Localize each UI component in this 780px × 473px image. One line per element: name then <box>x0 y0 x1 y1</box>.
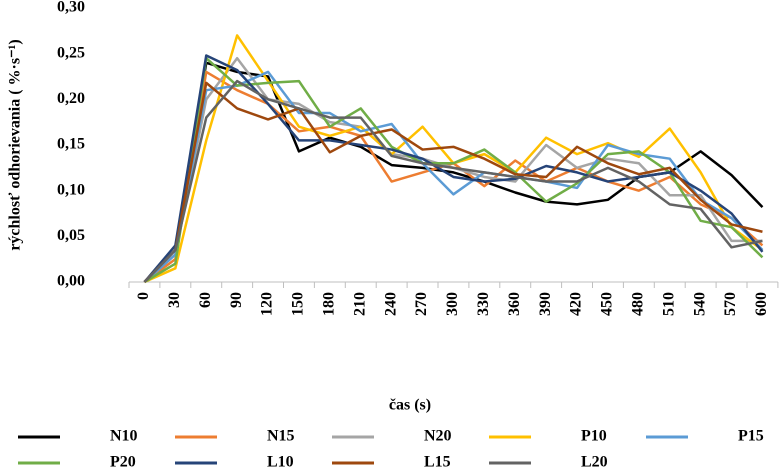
x-tick-label: 390 <box>537 292 554 316</box>
x-tick-label: 240 <box>382 292 399 316</box>
legend-label: P10 <box>581 428 607 445</box>
y-tick-label: 0,15 <box>57 136 85 153</box>
legend-label: N20 <box>424 428 452 445</box>
x-tick-label: 480 <box>630 292 647 316</box>
y-tick-label: 0,20 <box>57 90 85 107</box>
x-tick-label: 90 <box>228 292 245 308</box>
x-tick-label: 0 <box>135 292 152 300</box>
legend-label: N10 <box>110 428 138 445</box>
x-tick-label: 300 <box>444 292 461 316</box>
x-tick-label: 60 <box>197 292 214 308</box>
x-tick-label: 600 <box>753 292 770 316</box>
x-tick-label: 360 <box>506 292 523 316</box>
legend-label: L20 <box>581 454 608 471</box>
x-tick-label: 150 <box>290 292 307 316</box>
data-line <box>143 54 764 283</box>
data-line <box>143 56 763 283</box>
y-tick-label: 0,00 <box>57 273 85 290</box>
x-tick-label: 570 <box>722 292 739 316</box>
data-line <box>143 56 764 284</box>
y-tick-label: 0,10 <box>57 181 85 198</box>
data-line <box>143 81 763 283</box>
x-tick-label: 180 <box>321 292 338 316</box>
x-tick-label: 510 <box>660 292 677 316</box>
legend-label: P20 <box>110 454 136 471</box>
x-axis-label: čas (s) <box>389 397 431 414</box>
data-line <box>143 79 763 283</box>
y-axis-label: rýchlosť odhorievania ( %·s⁻¹) <box>7 39 24 250</box>
x-tick-label: 450 <box>599 292 616 316</box>
x-tick-label: 420 <box>568 292 585 316</box>
x-tick-label: 120 <box>259 292 276 316</box>
y-tick-label: 0,30 <box>57 0 85 16</box>
x-tick-label: 270 <box>413 292 430 316</box>
y-tick-label: 0,05 <box>57 227 85 244</box>
x-tick-label: 540 <box>691 292 708 316</box>
x-tick-label: 330 <box>475 292 492 316</box>
legend-label: P15 <box>738 428 764 445</box>
y-tick-label: 0,25 <box>57 44 85 61</box>
x-tick-label: 30 <box>166 292 183 308</box>
legend-label: L15 <box>424 454 451 471</box>
legend-label: L10 <box>267 454 294 471</box>
x-tick-label: 210 <box>351 292 368 316</box>
legend-label: N15 <box>267 428 295 445</box>
